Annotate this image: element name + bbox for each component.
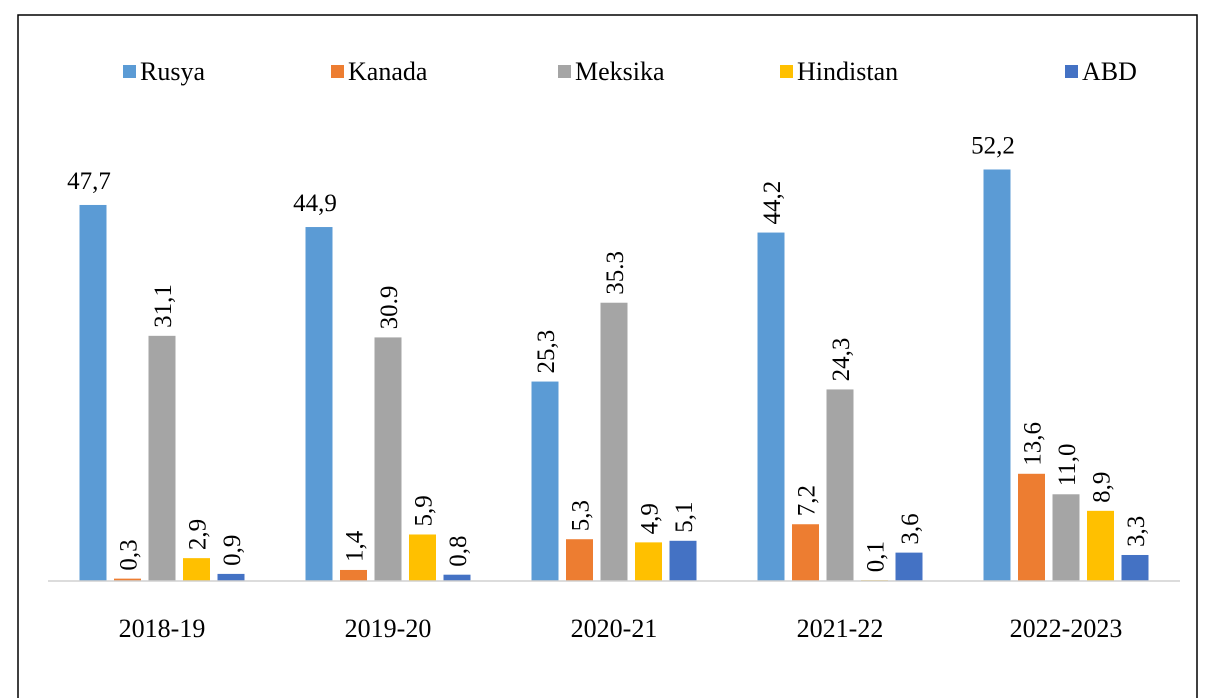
- data-label: 52,2: [971, 132, 1015, 159]
- data-label: 7,2: [794, 485, 821, 516]
- bar: [114, 578, 141, 581]
- data-label: 3,6: [897, 513, 924, 544]
- bar: [669, 540, 697, 581]
- bar: [217, 573, 245, 581]
- data-label: 24,3: [828, 338, 855, 382]
- bar: [374, 337, 402, 581]
- legend-text: Hindistan: [797, 57, 898, 86]
- data-label: 2,9: [185, 519, 212, 550]
- data-label: 44,9: [293, 190, 337, 217]
- bar: [566, 539, 593, 581]
- data-label: 47,7: [67, 168, 111, 195]
- legend-swatch: [1065, 65, 1078, 78]
- bar: [531, 381, 559, 581]
- data-label: 0,9: [219, 535, 246, 566]
- legend-text: Rusya: [140, 57, 205, 86]
- legend-swatch: [123, 65, 136, 78]
- bar: [600, 302, 628, 581]
- bar: [1087, 510, 1114, 581]
- bar: [757, 232, 785, 581]
- data-label: 0,1: [863, 541, 890, 572]
- bar: [1052, 494, 1080, 581]
- legend-text: Kanada: [348, 57, 428, 86]
- x-tick-label: 2020-21: [571, 614, 658, 643]
- data-label: 44,2: [759, 181, 786, 225]
- chart-frame: [17, 14, 1198, 698]
- bar: [148, 335, 176, 581]
- data-label: 1,4: [342, 530, 369, 562]
- data-label: 0,8: [445, 535, 472, 566]
- legend-text: ABD: [1082, 57, 1137, 86]
- bar: [340, 569, 367, 581]
- bar: [443, 574, 471, 581]
- bar: [1018, 473, 1045, 581]
- data-label: 0,3: [116, 539, 143, 570]
- bar: [79, 204, 107, 581]
- legend-swatch: [558, 65, 571, 78]
- bar: [1121, 554, 1149, 581]
- legend-swatch: [780, 65, 793, 78]
- bar: [183, 558, 210, 581]
- bar: [635, 542, 662, 581]
- data-label: 3,3: [1123, 516, 1150, 547]
- bar: [409, 534, 436, 581]
- bar: [983, 169, 1011, 582]
- data-label: 31,1: [150, 284, 177, 328]
- legend-swatch: [331, 65, 344, 78]
- data-label: 30.9: [376, 286, 403, 330]
- data-label: 4,9: [637, 503, 664, 534]
- data-label: 35.3: [602, 251, 629, 295]
- data-label: 5,1: [671, 502, 698, 533]
- data-label: 5,3: [568, 500, 595, 531]
- bar: [792, 524, 819, 581]
- x-tick-label: 2021-22: [797, 614, 884, 643]
- data-label: 11,0: [1054, 443, 1081, 486]
- bar: [895, 552, 923, 581]
- data-label: 25,3: [533, 330, 560, 374]
- data-label: 13,6: [1020, 422, 1047, 466]
- x-tick-label: 2022-2023: [1010, 614, 1123, 643]
- bar: [826, 389, 854, 581]
- data-label: 5,9: [411, 495, 438, 526]
- legend-text: Meksika: [575, 57, 665, 86]
- data-label: 8,9: [1089, 472, 1116, 503]
- bar: [305, 227, 333, 581]
- x-tick-label: 2019-20: [345, 614, 432, 643]
- x-tick-label: 2018-19: [119, 614, 206, 643]
